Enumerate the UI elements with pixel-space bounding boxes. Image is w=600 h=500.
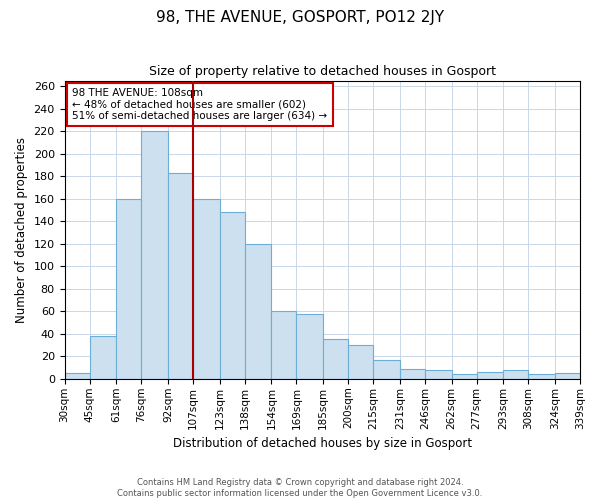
Text: Contains HM Land Registry data © Crown copyright and database right 2024.
Contai: Contains HM Land Registry data © Crown c… — [118, 478, 482, 498]
Bar — [323, 340, 348, 379]
Text: 98 THE AVENUE: 108sqm
← 48% of detached houses are smaller (602)
51% of semi-det: 98 THE AVENUE: 108sqm ← 48% of detached … — [72, 88, 328, 121]
Bar — [271, 312, 296, 379]
Bar — [476, 372, 503, 379]
Bar — [555, 374, 580, 379]
Bar — [425, 370, 452, 379]
Bar — [373, 360, 400, 379]
Bar — [348, 345, 373, 379]
Bar — [452, 374, 476, 379]
Bar — [503, 370, 528, 379]
Bar — [400, 369, 425, 379]
Bar — [296, 314, 323, 379]
Bar — [528, 374, 555, 379]
Title: Size of property relative to detached houses in Gosport: Size of property relative to detached ho… — [149, 65, 496, 78]
Bar — [193, 199, 220, 379]
Bar — [65, 374, 89, 379]
Bar — [168, 173, 193, 379]
Y-axis label: Number of detached properties: Number of detached properties — [15, 136, 28, 322]
Bar — [220, 212, 245, 379]
Bar — [116, 199, 141, 379]
Bar — [89, 336, 116, 379]
Bar — [141, 131, 168, 379]
Text: 98, THE AVENUE, GOSPORT, PO12 2JY: 98, THE AVENUE, GOSPORT, PO12 2JY — [156, 10, 444, 25]
Bar — [245, 244, 271, 379]
X-axis label: Distribution of detached houses by size in Gosport: Distribution of detached houses by size … — [173, 437, 472, 450]
